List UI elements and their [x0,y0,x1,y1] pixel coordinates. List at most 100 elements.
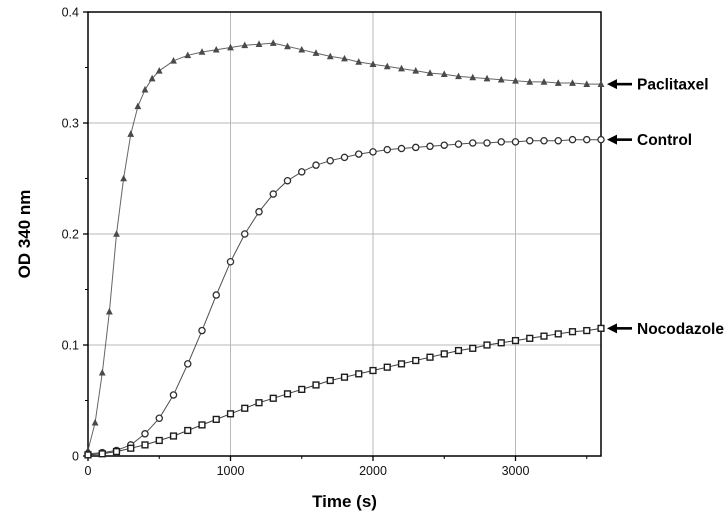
circle-marker [383,145,391,154]
triangle-marker [312,49,320,56]
triangle-marker [383,62,391,70]
square-marker [397,360,406,368]
square-marker [369,366,377,375]
triangle-marker [141,85,149,93]
triangle-marker [355,58,363,65]
triangle-marker [512,77,519,84]
circle-marker [454,140,463,148]
circle-marker [483,139,491,147]
circle-marker [397,144,406,153]
square-marker [298,385,306,394]
arrow-left-icon [607,79,617,90]
circle-marker [297,168,306,176]
annotation-label: Control [637,132,692,149]
triangle-marker [398,64,405,72]
circle-marker [497,138,505,146]
triangle-marker [554,79,562,86]
triangle-marker [155,67,163,74]
triangle-marker [540,78,548,85]
square-marker [540,332,548,340]
y-axis-title: OD 340 nm [15,190,34,279]
triangle-marker [426,69,434,76]
triangle-marker [369,60,377,67]
circle-marker [511,138,520,146]
square-marker [340,373,349,381]
square-marker [184,426,192,435]
circle-marker [468,139,477,147]
circle-marker [583,135,591,144]
triangle-marker [341,54,348,62]
circle-marker [426,142,434,151]
circle-marker [440,141,448,149]
triangle-marker [120,174,128,182]
circle-marker [340,153,349,162]
annotation-control: Control [607,132,692,149]
series-control [84,135,605,458]
circle-marker [283,176,292,185]
triangle-marker [497,75,505,83]
square-marker [526,334,534,342]
square-marker [198,421,206,429]
square-marker [355,370,363,378]
square-marker [497,339,505,347]
triangle-marker [148,74,156,82]
circle-marker [155,414,163,423]
triangle-marker [569,79,576,86]
series-nocodazole [84,324,605,459]
annotation-label: Paclitaxel [637,77,709,94]
triangle-marker [91,418,99,426]
triangle-marker [298,45,306,53]
triangle-marker [284,42,291,50]
circle-marker [540,137,548,145]
square-marker [226,410,235,418]
triangle-marker [483,74,491,82]
triangle-marker [455,72,462,80]
triangle-marker [526,78,534,85]
square-marker [269,394,277,402]
square-marker [383,363,391,371]
triangle-marker [198,48,206,55]
y-axis-ticks: 0 0.1 0.2 0.3 0.4 [62,6,88,464]
square-marker [112,447,121,456]
triangle-marker [127,130,135,137]
square-marker [412,356,420,365]
square-marker [312,381,320,389]
square-marker [84,451,92,459]
square-marker [568,328,577,336]
triangle-marker [241,41,249,49]
circle-marker [411,143,420,152]
triangle-marker [412,67,420,74]
square-marker [283,390,292,398]
circle-marker [554,137,563,145]
triangle-marker [184,51,192,59]
square-marker [583,326,591,335]
square-marker [98,450,106,458]
x-tick-label: 3000 [502,464,530,478]
circle-marker [212,291,220,299]
x-axis-ticks: 0 1000 2000 3000 [85,456,588,478]
square-marker [597,324,605,332]
circle-marker [226,257,235,266]
y-tick-label: 0.1 [62,339,79,353]
y-tick-label: 0 [72,450,79,464]
triangle-marker [269,39,277,46]
triangle-marker [469,73,477,81]
circle-marker [255,208,263,216]
square-marker [141,441,149,449]
x-tick-label: 2000 [359,464,387,478]
triangle-marker [212,45,220,53]
circle-marker [597,135,605,144]
y-tick-label: 0.3 [62,117,79,131]
circle-marker [526,137,534,145]
y-tick-label: 0.4 [62,6,79,20]
square-marker [454,346,463,355]
annotation-label: Nocodazole [637,321,724,338]
x-axis-title: Time (s) [312,492,377,511]
triangle-marker [113,230,120,237]
triangle-marker [134,102,142,110]
annotation-nocodazole: Nocodazole [607,321,724,338]
square-marker [155,436,163,445]
circle-marker [198,326,206,335]
square-marker [426,353,434,361]
